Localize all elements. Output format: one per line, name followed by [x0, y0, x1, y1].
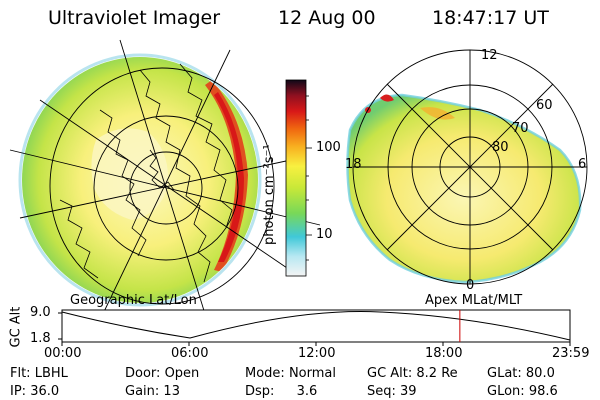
status-glat: GLat: 80.0 — [487, 366, 555, 381]
mlt-label-6: 6 — [578, 157, 587, 172]
coastline-central — [99, 109, 147, 257]
altitude-ytick-min: 1.8 — [30, 331, 51, 346]
altitude-xtick-2359: 23:59 — [552, 346, 590, 361]
mlt-label-18: 18 — [345, 157, 362, 172]
left-meridian-4 — [99, 49, 231, 321]
left-hotspot-red — [214, 92, 244, 262]
right-grid — [352, 49, 588, 285]
right-mlt-line-diag-2 — [386, 83, 554, 251]
altitude-plot-frame — [61, 309, 571, 343]
status-gc-alt: GC Alt: 8.2 Re — [367, 366, 458, 381]
left-coastlines — [59, 63, 233, 283]
altitude-curve — [61, 311, 571, 341]
altitude-xtick-0600: 06:00 — [171, 346, 209, 361]
status-mode: Mode: Normal — [245, 366, 336, 381]
colorbar-tick-10: 10 — [316, 227, 333, 242]
left-inner-patch — [91, 128, 169, 220]
left-lat-circle-mid — [93, 115, 239, 261]
right-orange-patch — [420, 107, 455, 120]
altitude-xtick-1200: 12:00 — [298, 346, 336, 361]
coastline-islands — [149, 149, 175, 191]
coastline-east — [139, 69, 211, 283]
geographic-image — [9, 39, 321, 331]
magnetic-image — [346, 49, 588, 285]
status-door: Door: Open — [125, 366, 200, 381]
colorbar-ticks — [306, 95, 312, 261]
colorbar-tick-100: 100 — [316, 140, 341, 155]
altitude-x-ticks — [61, 342, 571, 346]
altitude-ytick-max: 9.0 — [30, 305, 51, 320]
coastline-west — [59, 199, 99, 279]
left-lat-circle-outer — [49, 67, 275, 305]
altitude-xtick-0000: 00:00 — [44, 346, 82, 361]
left-lat-circle-inner — [129, 151, 203, 225]
mlt-label-12: 12 — [481, 48, 498, 63]
instrument-title: Ultraviolet Imager — [48, 7, 221, 29]
altitude-ylabel: GC Alt — [8, 306, 24, 348]
date-label: 12 Aug 00 — [278, 7, 376, 29]
status-glon: GLon: 98.6 — [487, 384, 558, 399]
altitude-plot — [58, 309, 571, 346]
lat-label-60: 60 — [536, 98, 553, 113]
right-oval-edge — [346, 93, 582, 284]
mlt-label-0: 0 — [466, 278, 475, 293]
left-grid — [9, 39, 321, 331]
left-oval-edge — [18, 53, 262, 307]
time-label: 18:47:17 UT — [432, 7, 549, 29]
lat-label-80: 80 — [492, 140, 509, 155]
status-dsp: Dsp: 3.6 — [245, 384, 318, 399]
left-map-caption: Geographic Lat/Lon — [70, 293, 197, 308]
right-map-caption: Apex MLat/MLT — [425, 293, 523, 308]
lat-label-70: 70 — [512, 121, 529, 136]
status-gain: Gain: 13 — [125, 384, 180, 399]
status-seq: Seq: 39 — [367, 384, 417, 399]
colorbar — [285, 79, 307, 277]
right-hotspot-1 — [380, 94, 394, 102]
coastline-far-east — [179, 63, 233, 229]
status-ip: IP: 36.0 — [10, 384, 60, 399]
altitude-y-ticks — [58, 312, 62, 340]
status-filter: Flt: LBHL — [10, 366, 68, 381]
altitude-xtick-1800: 18:00 — [425, 346, 463, 361]
left-meridian-5 — [9, 149, 321, 226]
colorbar-unit-label: photon cm⁻²s⁻¹ — [262, 144, 277, 245]
